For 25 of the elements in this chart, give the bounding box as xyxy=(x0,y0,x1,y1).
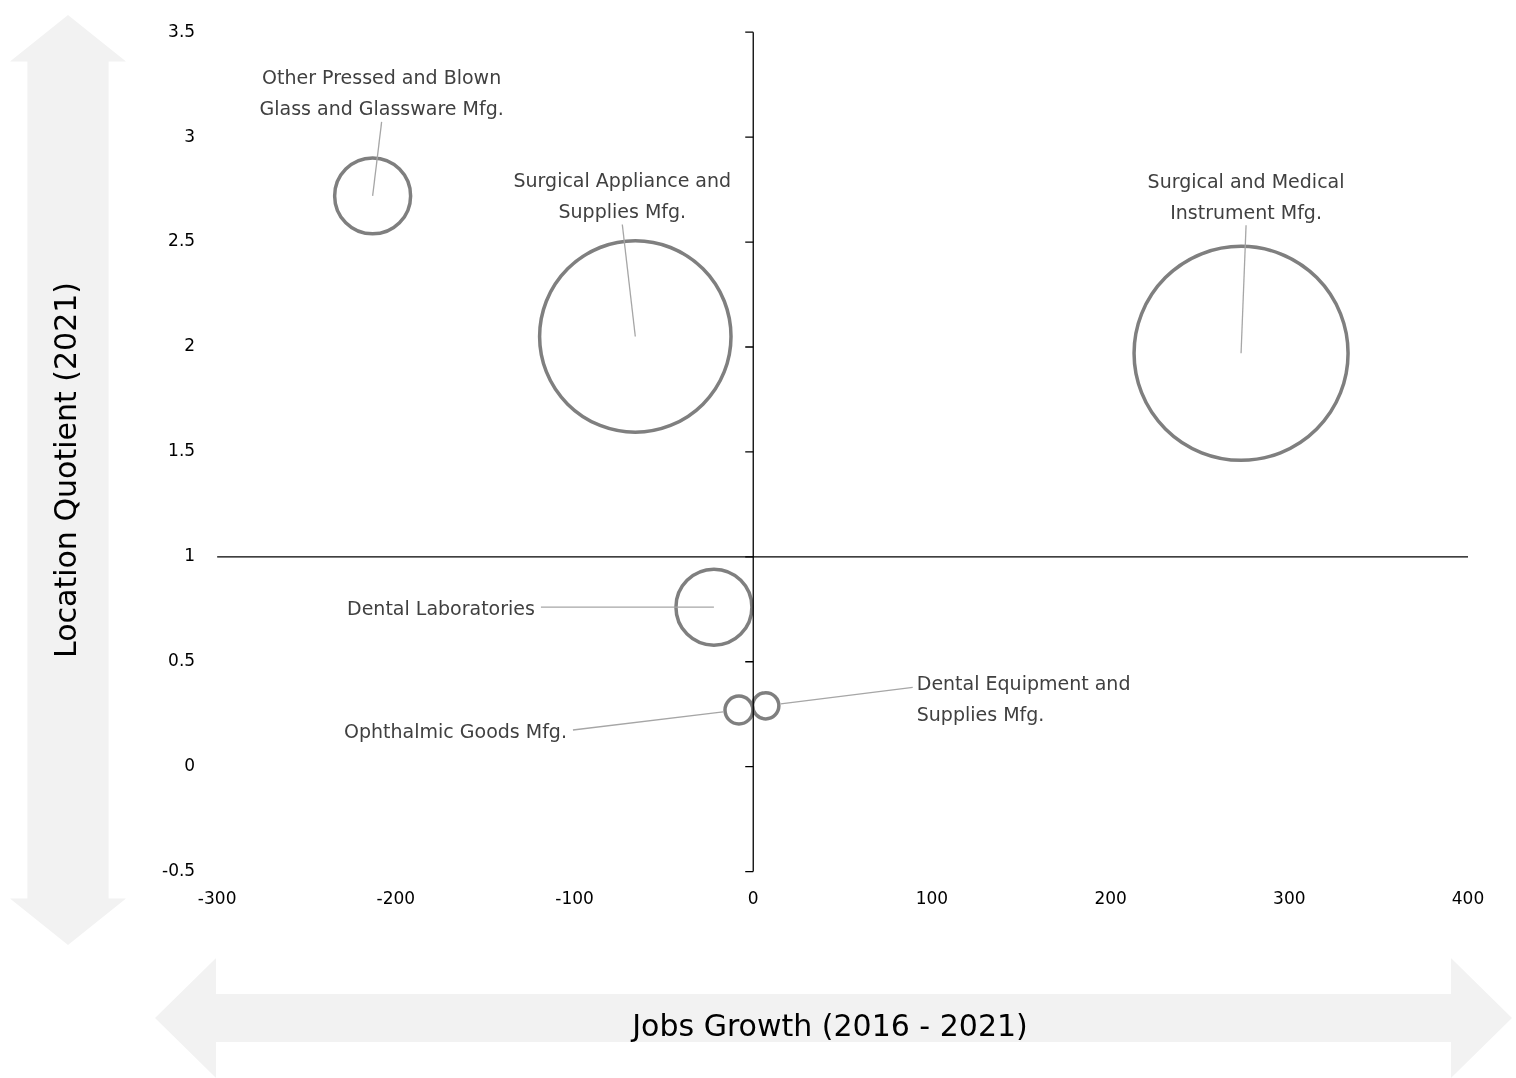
text: Ophthalmic Goods Mfg. xyxy=(344,719,567,742)
x-tick-label: -300 xyxy=(197,888,237,909)
y-tick-label: 0.5 xyxy=(168,650,196,671)
x-tick-label: 0 xyxy=(747,888,759,909)
y-tick-label: 2.5 xyxy=(168,230,196,251)
x-tick-label: 400 xyxy=(1451,888,1485,909)
x-tick-label: -200 xyxy=(376,888,416,909)
y-axis-title: Location Quotient (2021) xyxy=(47,281,83,659)
x-tick-label: 200 xyxy=(1094,888,1127,909)
y-tick-label: 1 xyxy=(184,545,196,566)
text: Other Pressed and Blown Glass and Glassware Mfg. xyxy=(259,66,504,120)
y-tick-label: 3.5 xyxy=(168,20,196,41)
text: Dental Laboratories xyxy=(347,597,535,620)
x-tick-label: 300 xyxy=(1273,888,1306,909)
x-axis-title: Jobs Growth (2016 - 2021) xyxy=(632,1007,1028,1043)
y-tick-label: 3 xyxy=(184,125,196,146)
text: Surgical Appliance and Supplies Mfg. xyxy=(513,168,732,222)
y-tick-label: -0.5 xyxy=(162,860,196,881)
x-tick-label: -100 xyxy=(555,888,594,909)
y-tick-label: 1.5 xyxy=(168,440,196,461)
y-tick-label: 0 xyxy=(184,755,196,776)
x-tick-label: 100 xyxy=(915,888,949,909)
y-tick-label: 2 xyxy=(184,335,196,356)
text: Dental Equipment and Supplies Mfg. xyxy=(916,672,1131,726)
text: Surgical and Medical Instrument Mfg. xyxy=(1147,169,1345,223)
